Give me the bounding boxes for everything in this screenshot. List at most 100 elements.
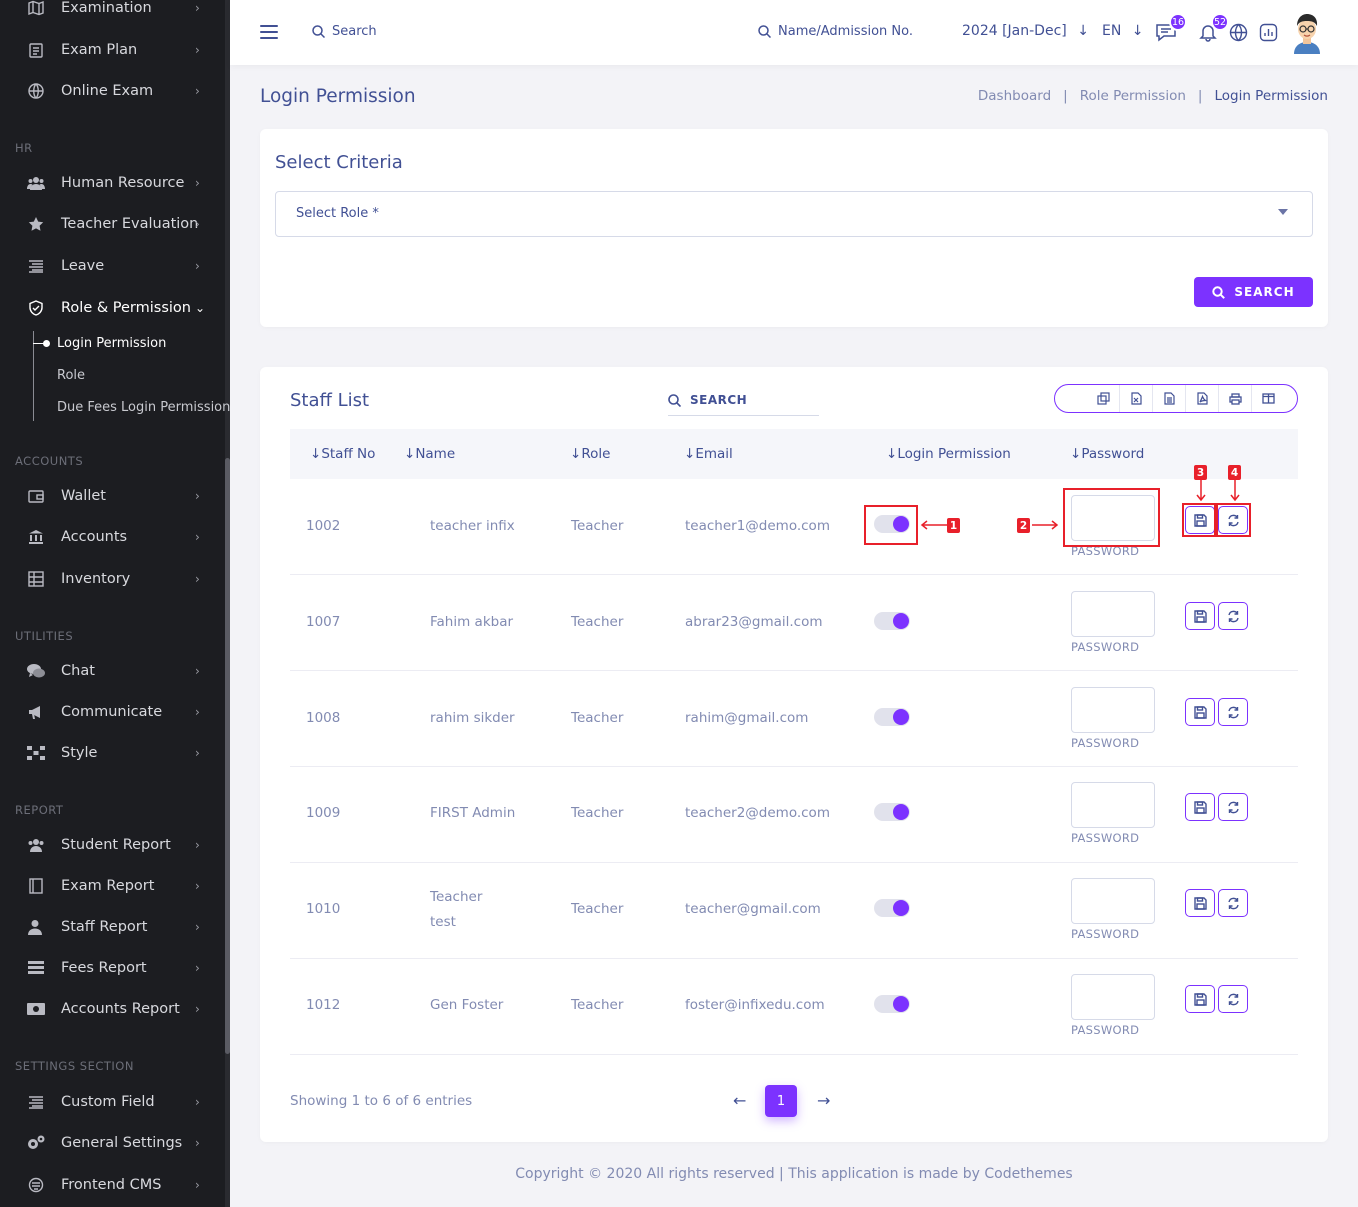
breadcrumb-login-permission[interactable]: Login Permission bbox=[1214, 88, 1328, 104]
login-permission-toggle[interactable] bbox=[874, 612, 910, 630]
save-button[interactable] bbox=[1185, 889, 1215, 917]
analytics-icon[interactable] bbox=[1257, 21, 1279, 43]
globe-icon[interactable] bbox=[1227, 21, 1249, 43]
cell-name: Gen Foster bbox=[430, 997, 504, 1013]
staff-list-card: Staff List SEARCH ↓Staff No ↓Name ↓Role … bbox=[260, 367, 1328, 1142]
save-button[interactable] bbox=[1185, 698, 1215, 726]
sidebar-item-staff-report[interactable]: Staff Report › bbox=[0, 912, 225, 942]
menu-toggle-icon[interactable] bbox=[260, 25, 278, 39]
sidebar-item-chat[interactable]: Chat › bbox=[0, 656, 225, 686]
sidebar-scroll-thumb[interactable] bbox=[225, 458, 230, 1054]
select-role-dropdown[interactable]: Select Role * bbox=[275, 191, 1313, 237]
sidebar-subitem-login-permission[interactable]: Login Permission bbox=[57, 336, 167, 351]
sidebar-subitem-due-fees-login-permission[interactable]: Due Fees Login Permission bbox=[57, 400, 230, 415]
reset-button[interactable] bbox=[1218, 793, 1248, 821]
password-label: PASSWORD bbox=[1071, 640, 1140, 654]
sidebar-item-wallet[interactable]: Wallet › bbox=[0, 481, 225, 511]
password-input[interactable] bbox=[1071, 878, 1155, 924]
sidebar-item-style[interactable]: Style › bbox=[0, 738, 225, 768]
shield-icon bbox=[27, 299, 45, 317]
sidebar-item-online-exam[interactable]: Online Exam › bbox=[0, 76, 225, 106]
sidebar-item-inventory[interactable]: Inventory › bbox=[0, 564, 225, 594]
breadcrumb-role-permission[interactable]: Role Permission bbox=[1079, 88, 1186, 104]
password-label: PASSWORD bbox=[1071, 1023, 1140, 1037]
sidebar-item-fees-report[interactable]: Fees Report › bbox=[0, 953, 225, 983]
chevron-right-icon: › bbox=[195, 217, 200, 231]
search-button[interactable]: SEARCH bbox=[1194, 277, 1313, 307]
chat-icon[interactable]: 16 bbox=[1155, 13, 1187, 43]
breadcrumb-dashboard[interactable]: Dashboard bbox=[977, 88, 1052, 104]
bell-icon[interactable]: 52 bbox=[1197, 13, 1229, 43]
annotation-arrow-icon bbox=[920, 520, 947, 530]
column-role[interactable]: ↓Role bbox=[570, 446, 611, 462]
save-button[interactable] bbox=[1185, 602, 1215, 630]
sidebar-item-communicate[interactable]: Communicate › bbox=[0, 697, 225, 727]
chevron-right-icon: › bbox=[195, 43, 200, 57]
top-search[interactable]: Search bbox=[312, 24, 377, 39]
excel-icon[interactable] bbox=[1120, 385, 1153, 412]
column-staff-no[interactable]: ↓Staff No bbox=[310, 446, 376, 462]
password-input[interactable] bbox=[1071, 782, 1155, 828]
name-admission-search[interactable]: Name/Admission No. bbox=[758, 24, 913, 39]
reset-button[interactable] bbox=[1218, 698, 1248, 726]
annotation-box-toggle bbox=[864, 505, 918, 545]
password-input[interactable] bbox=[1071, 687, 1155, 733]
pagination-next-icon[interactable]: → bbox=[817, 1091, 831, 1110]
sidebar-item-leave[interactable]: Leave › bbox=[0, 251, 225, 281]
chevron-right-icon: › bbox=[195, 176, 200, 190]
sidebar-item-accounts[interactable]: Accounts › bbox=[0, 522, 225, 552]
sidebar-item-student-report[interactable]: Student Report › bbox=[0, 830, 225, 860]
table-row: 1002 teacher infix Teacher teacher1@demo… bbox=[290, 479, 1298, 575]
reset-button[interactable] bbox=[1218, 602, 1248, 630]
sidebar-item-exam-plan[interactable]: Exam Plan › bbox=[0, 35, 225, 65]
csv-icon[interactable] bbox=[1153, 385, 1186, 412]
sidebar-subitem-role[interactable]: Role bbox=[57, 368, 86, 383]
sidebar-item-frontend-cms[interactable]: Frontend CMS › bbox=[0, 1170, 225, 1200]
login-permission-toggle[interactable] bbox=[874, 803, 910, 821]
sidebar-item-human-resource[interactable]: Human Resource › bbox=[0, 168, 225, 198]
copy-icon[interactable] bbox=[1087, 385, 1120, 412]
arrow-down-icon: ↓ bbox=[1131, 23, 1144, 39]
pagination-page-1[interactable]: 1 bbox=[765, 1085, 797, 1117]
language-select[interactable]: EN ↓ bbox=[1102, 23, 1144, 39]
sidebar-item-custom-field[interactable]: Custom Field › bbox=[0, 1087, 225, 1117]
login-permission-toggle[interactable] bbox=[874, 515, 910, 533]
sidebar-item-teacher-evaluation[interactable]: Teacher Evaluation › bbox=[0, 209, 225, 239]
annotation-arrow-icon bbox=[1196, 480, 1206, 502]
login-permission-toggle[interactable] bbox=[874, 995, 910, 1013]
save-button[interactable] bbox=[1185, 793, 1215, 821]
avatar[interactable] bbox=[1292, 12, 1322, 54]
staff-search-input[interactable]: SEARCH bbox=[668, 385, 819, 416]
column-login-permission[interactable]: ↓Login Permission bbox=[886, 446, 1011, 462]
save-icon bbox=[1193, 896, 1207, 910]
sort-arrow-icon: ↓ bbox=[310, 446, 322, 462]
reset-button[interactable] bbox=[1218, 889, 1248, 917]
column-email[interactable]: ↓Email bbox=[684, 446, 733, 462]
password-input[interactable] bbox=[1071, 591, 1155, 637]
save-button[interactable] bbox=[1185, 985, 1215, 1013]
column-name[interactable]: ↓Name bbox=[404, 446, 456, 462]
login-permission-toggle[interactable] bbox=[874, 708, 910, 726]
cell-staff-no: 1002 bbox=[306, 518, 341, 534]
sidebar-item-exam-report[interactable]: Exam Report › bbox=[0, 871, 225, 901]
print-icon[interactable] bbox=[1219, 385, 1252, 412]
password-input[interactable] bbox=[1071, 495, 1155, 541]
save-button[interactable] bbox=[1185, 506, 1215, 534]
login-permission-toggle[interactable] bbox=[874, 899, 910, 917]
reset-button[interactable] bbox=[1218, 506, 1248, 534]
sidebar-item-role-permission[interactable]: Role & Permission ⌄ bbox=[0, 293, 225, 323]
reset-button[interactable] bbox=[1218, 985, 1248, 1013]
pdf-icon[interactable] bbox=[1186, 385, 1219, 412]
column-password[interactable]: ↓Password bbox=[1070, 446, 1145, 462]
password-input[interactable] bbox=[1071, 974, 1155, 1020]
sidebar-item-examination[interactable]: Examination › bbox=[0, 0, 225, 23]
chevron-right-icon: › bbox=[195, 572, 200, 586]
column-visibility-icon[interactable] bbox=[1252, 385, 1285, 412]
save-icon bbox=[1193, 513, 1207, 527]
academic-year-select[interactable]: 2024 [Jan-Dec] ↓ bbox=[962, 23, 1089, 39]
pagination-prev-icon[interactable]: ← bbox=[733, 1091, 747, 1110]
chat-icon bbox=[27, 662, 45, 680]
sort-arrow-icon: ↓ bbox=[684, 446, 696, 462]
sidebar-item-accounts-report[interactable]: Accounts Report › bbox=[0, 994, 225, 1024]
sidebar-item-general-settings[interactable]: General Settings › bbox=[0, 1128, 225, 1158]
